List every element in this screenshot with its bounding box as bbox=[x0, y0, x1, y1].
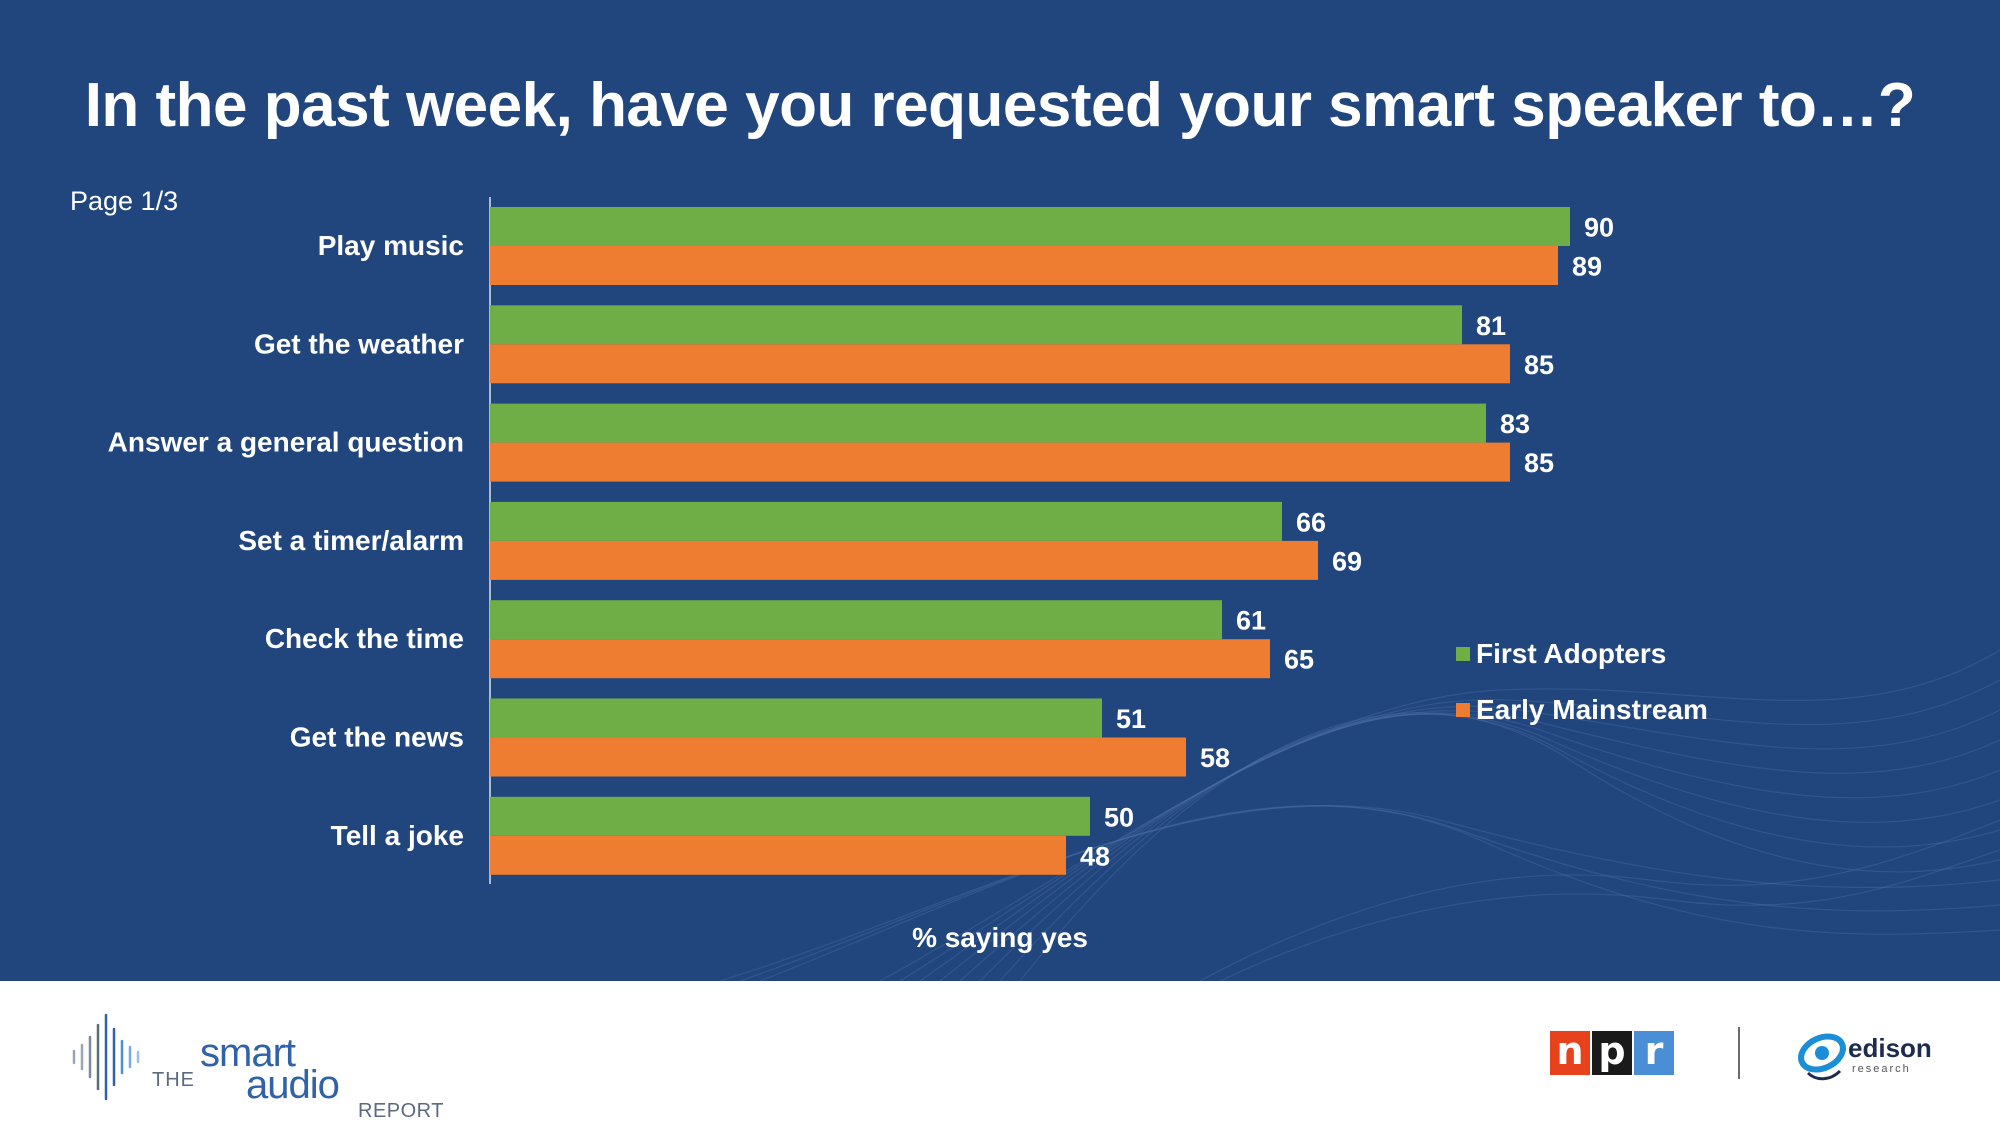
bar-early-mainstream-get-the-news bbox=[490, 737, 1186, 777]
bar-early-mainstream-tell-a-joke bbox=[490, 835, 1066, 875]
edison-research-logo: edison research bbox=[1796, 1023, 1936, 1087]
bar-early-mainstream-answer-a-general-question bbox=[490, 442, 1510, 482]
legend-swatch-early-mainstream bbox=[1456, 703, 1470, 717]
value-label-first-adopters-answer-a-general-question: 83 bbox=[1500, 409, 1530, 439]
bar-first-adopters-get-the-weather bbox=[490, 305, 1462, 345]
chart-title: In the past week, have you requested you… bbox=[84, 71, 1916, 140]
bar-first-adopters-answer-a-general-question bbox=[490, 403, 1486, 443]
edison-sub: research bbox=[1852, 1063, 1911, 1075]
value-label-first-adopters-set-a-timer-alarm: 66 bbox=[1296, 507, 1326, 537]
value-label-first-adopters-check-the-time: 61 bbox=[1236, 606, 1266, 636]
legend-label-first-adopters: First Adopters bbox=[1476, 638, 1667, 669]
page-indicator: Page 1/3 bbox=[70, 186, 179, 216]
category-label-tell-a-joke: Tell a joke bbox=[331, 820, 464, 851]
logo-text-audio: audio bbox=[246, 1063, 340, 1107]
bar-early-mainstream-get-the-weather bbox=[490, 344, 1510, 384]
logo-text-report: REPORT bbox=[358, 1100, 444, 1122]
legend-item-early-mainstream: Early Mainstream bbox=[1456, 682, 1708, 738]
value-label-early-mainstream-set-a-timer-alarm: 69 bbox=[1332, 546, 1362, 576]
category-label-answer-a-general-question: Answer a general question bbox=[108, 427, 464, 458]
smart-audio-report-logo: THE smart audio REPORT bbox=[70, 1007, 470, 1122]
logo-text-the: THE bbox=[152, 1069, 195, 1091]
bar-early-mainstream-play-music bbox=[490, 246, 1558, 285]
value-label-early-mainstream-get-the-weather: 85 bbox=[1524, 350, 1554, 380]
value-label-first-adopters-tell-a-joke: 50 bbox=[1104, 802, 1134, 832]
value-label-early-mainstream-play-music: 89 bbox=[1572, 252, 1602, 282]
footer: THE smart audio REPORT n p r edison rese… bbox=[0, 981, 2000, 1125]
edison-word: edison bbox=[1848, 1033, 1932, 1063]
value-label-early-mainstream-get-the-news: 58 bbox=[1200, 743, 1230, 773]
category-label-play-music: Play music bbox=[318, 230, 464, 261]
value-label-first-adopters-play-music: 90 bbox=[1584, 213, 1614, 243]
category-label-set-a-timer-alarm: Set a timer/alarm bbox=[238, 525, 464, 556]
bar-first-adopters-get-the-news bbox=[490, 698, 1102, 738]
legend: First Adopters Early Mainstream bbox=[1456, 626, 1708, 738]
bar-first-adopters-set-a-timer-alarm bbox=[490, 501, 1282, 541]
value-label-early-mainstream-answer-a-general-question: 85 bbox=[1524, 448, 1554, 478]
bar-early-mainstream-check-the-time bbox=[490, 639, 1270, 679]
category-label-get-the-news: Get the news bbox=[290, 722, 464, 753]
logo-text-smart: smart bbox=[200, 1031, 296, 1075]
x-axis-label: % saying yes bbox=[912, 922, 1088, 953]
bar-first-adopters-check-the-time bbox=[490, 600, 1222, 640]
value-label-first-adopters-get-the-weather: 81 bbox=[1476, 311, 1506, 341]
npr-letter-r: r bbox=[1634, 1031, 1674, 1075]
bar-first-adopters-tell-a-joke bbox=[490, 796, 1090, 836]
legend-label-early-mainstream: Early Mainstream bbox=[1476, 694, 1708, 725]
npr-letter-p: p bbox=[1592, 1031, 1632, 1075]
slide-background: In the past week, have you requested you… bbox=[0, 0, 2000, 981]
value-label-early-mainstream-tell-a-joke: 48 bbox=[1080, 841, 1110, 871]
npr-logo: n p r bbox=[1550, 1031, 1676, 1075]
category-label-get-the-weather: Get the weather bbox=[254, 328, 464, 359]
soundwave-icon bbox=[72, 1013, 140, 1101]
legend-swatch-first-adopters bbox=[1456, 647, 1470, 661]
bar-first-adopters-play-music bbox=[490, 207, 1570, 246]
decorative-waves bbox=[719, 649, 2000, 981]
bar-early-mainstream-set-a-timer-alarm bbox=[490, 540, 1318, 580]
value-label-early-mainstream-check-the-time: 65 bbox=[1284, 645, 1314, 675]
value-label-first-adopters-get-the-news: 51 bbox=[1116, 704, 1146, 734]
edison-orbit-icon bbox=[1798, 1033, 1846, 1081]
npr-letter-n: n bbox=[1550, 1031, 1590, 1075]
bar-chart: Play music 90 89 Get the weather 81 85 Answer … bbox=[108, 197, 1614, 884]
legend-item-first-adopters: First Adopters bbox=[1456, 626, 1708, 682]
category-label-check-the-time: Check the time bbox=[265, 623, 464, 654]
logo-divider bbox=[1738, 1027, 1740, 1079]
